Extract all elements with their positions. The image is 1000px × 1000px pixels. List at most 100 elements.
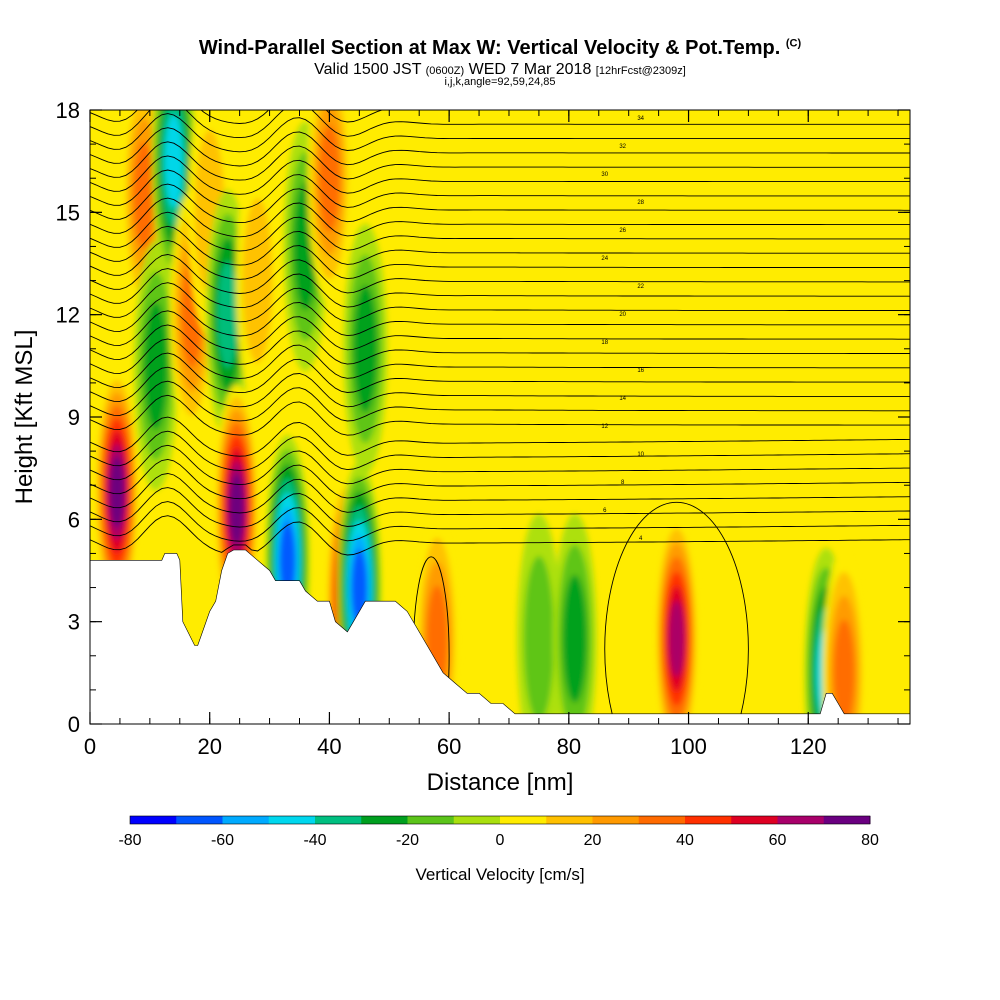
y-tick-label: 15 — [56, 200, 80, 225]
isentrope-line — [90, 110, 910, 139]
y-axis-label: Height [Kft MSL] — [11, 330, 38, 505]
isentrope-label: 30 — [601, 172, 608, 178]
isentropes: 34 32 30 28 26 24 22 20 18 16 14 12 10 8 6 4 — [90, 110, 910, 724]
colorbar-swatch — [361, 816, 408, 824]
colorbar-swatch — [315, 816, 362, 824]
terrain — [89, 549, 911, 725]
x-tick-label: 120 — [790, 734, 827, 759]
velocity-contour — [668, 600, 685, 677]
isentrope-line — [90, 352, 910, 394]
isentrope-line — [90, 169, 910, 209]
colorbar-tick-label: -20 — [396, 832, 419, 849]
velocity-contour — [109, 456, 125, 528]
chart-title-tag: (C) — [785, 37, 802, 50]
isentrope-line — [90, 225, 910, 266]
velocity-cell — [307, 110, 352, 304]
isentrope-line — [90, 268, 910, 309]
x-tick-label: 0 — [84, 734, 96, 759]
x-tick-label: 60 — [437, 734, 461, 759]
isentrope-label: 8 — [621, 480, 625, 486]
isentrope-line — [90, 254, 910, 294]
colorbar-swatch — [546, 816, 593, 824]
isentrope-label: 32 — [619, 144, 626, 150]
x-tick-label: 80 — [557, 734, 581, 759]
colorbar-tick-label: -40 — [303, 832, 326, 849]
isentrope-label: 24 — [601, 256, 608, 262]
colorbar-swatch — [222, 816, 270, 824]
y-tick-label: 3 — [68, 610, 80, 635]
isentrope-line — [90, 141, 910, 181]
colorbar-swatch — [638, 816, 686, 824]
isentrope-label: 14 — [619, 396, 626, 402]
isentrope-line — [90, 380, 910, 422]
y-tick-label: 6 — [68, 507, 80, 532]
velocity-cell — [516, 513, 561, 724]
isentrope-label: 18 — [601, 340, 608, 346]
velocity-cell — [235, 155, 280, 406]
colorbar-swatch — [685, 816, 732, 824]
velocity-contour — [133, 142, 155, 249]
colorbar-tick-label: -80 — [118, 832, 141, 849]
colorbar-swatch — [500, 816, 547, 824]
isentrope-line — [90, 416, 910, 457]
colorbar-swatch — [268, 816, 316, 824]
chart-title-text: Wind-Parallel Section at Max W: Vertical… — [198, 37, 781, 59]
colorbar-tick-label: 0 — [496, 832, 505, 849]
isentrope-line — [90, 239, 910, 280]
colorbar-swatch — [823, 816, 871, 824]
isentrope-line — [90, 501, 910, 542]
colorbar-frame — [129, 815, 871, 825]
isentrope-line — [90, 394, 910, 436]
colorbar: -80 -60 -40 -20 0 20 40 60 80 — [118, 815, 879, 849]
colorbar-tick-label: 40 — [676, 832, 694, 849]
isentrope-label: 4 — [639, 536, 643, 542]
isentrope-line — [90, 366, 910, 408]
isentrope-line — [90, 127, 910, 167]
isentrope-line — [90, 211, 910, 252]
chart-title: Wind-Parallel Section at Max W: Vertical… — [0, 37, 1000, 60]
isentrope-line — [90, 458, 910, 500]
valid-time: Valid 1500 JST — [314, 61, 422, 78]
isentrope-line — [90, 338, 910, 379]
isentrope-label: 10 — [637, 452, 644, 458]
isentrope-line — [90, 113, 910, 153]
isentrope-line — [604, 501, 749, 724]
colorbar-swatch — [777, 816, 825, 824]
velocity-contour — [143, 301, 168, 430]
velocity-cell — [822, 547, 867, 724]
y-tick-label: 0 — [68, 712, 80, 737]
colorbar-tick-label: 60 — [769, 832, 787, 849]
isentrope-line — [90, 296, 910, 337]
velocity-cell — [133, 240, 178, 491]
chart-subtitle: Valid 1500 JST (0600Z) WED 7 Mar 2018 [1… — [0, 61, 1000, 79]
isentrope-label: 22 — [637, 284, 644, 290]
isentrope-line — [90, 444, 910, 486]
valid-date: WED 7 Mar 2018 — [468, 61, 592, 78]
axes: 0 20 40 60 80 100 120 0 3 6 9 12 15 18 — [56, 98, 911, 759]
isentrope-line — [90, 473, 910, 514]
velocity-cell — [552, 513, 597, 724]
isentrope-line — [90, 110, 910, 124]
velocity-contour — [242, 197, 273, 364]
isentrope-line — [90, 155, 910, 195]
isentrope-line — [90, 487, 910, 528]
colorbar-tick-label: -60 — [211, 832, 234, 849]
velocity-contour — [279, 522, 296, 599]
isentrope-line — [90, 430, 910, 471]
colorbar-swatch — [592, 816, 640, 824]
colorbar-tick-label: 80 — [861, 832, 879, 849]
y-tick-label: 18 — [56, 98, 80, 123]
velocity-cell — [94, 367, 139, 618]
terrain-mask — [89, 549, 911, 725]
valid-utc: (0600Z) — [425, 65, 465, 77]
velocity-contour — [217, 261, 238, 368]
isentrope-line — [90, 324, 910, 365]
velocity-contour — [833, 619, 855, 724]
section-params: i,j,k,angle=92,59,24,85 — [444, 76, 556, 88]
colorbar-swatch — [130, 816, 177, 824]
x-tick-label: 40 — [317, 734, 341, 759]
isentrope-label: 34 — [637, 116, 644, 122]
colorbar-label: Vertical Velocity [cm/s] — [415, 865, 584, 884]
y-tick-label: 9 — [68, 405, 80, 430]
